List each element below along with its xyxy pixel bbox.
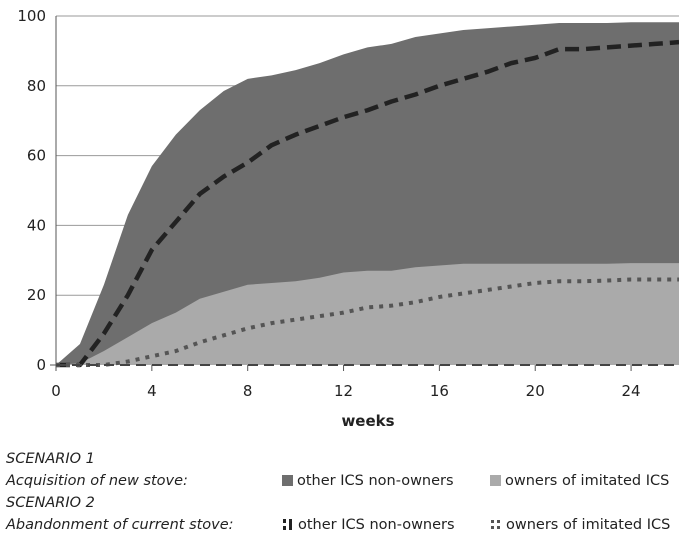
area-series-2: [56, 263, 679, 365]
line-series: [56, 39, 679, 368]
x-axis-label: weeks: [341, 412, 394, 430]
legend-label: other ICS non-owners: [297, 473, 454, 489]
x-tick-label: 8: [243, 382, 253, 400]
x-tick-label: 4: [147, 382, 157, 400]
y-tick-label: 20: [27, 286, 46, 304]
y-tick-label: 80: [27, 77, 46, 95]
scenario1-row: Acquisition of new stove: other ICS non-…: [6, 470, 679, 492]
x-tick-label: 20: [526, 382, 545, 400]
legend: SCENARIO 1 Acquisition of new stove: oth…: [6, 448, 679, 536]
light-gray-swatch-icon: [490, 475, 501, 486]
legend-label: owners of imitated ICS: [505, 473, 670, 489]
legend-item-scenario2-non-owners: other ICS non-owners: [282, 514, 455, 536]
area-chart: 0 20 40 60 80 100 0 4 8 12 16 20 24 weeks: [17, 7, 679, 430]
line-series-3: [56, 39, 679, 368]
scenario2-row: Abandonment of current stove: other ICS …: [6, 514, 679, 536]
legend-item-scenario2-owners: owners of imitated ICS: [490, 514, 670, 536]
legend-item-scenario1-owners: owners of imitated ICS: [490, 470, 669, 492]
legend-item-scenario1-non-owners: other ICS non-owners: [282, 470, 454, 492]
y-tick-label: 100: [17, 7, 46, 25]
y-tick-label: 40: [27, 216, 46, 234]
tick-labels: 0 20 40 60 80 100 0 4 8 12 16 20 24: [17, 7, 640, 400]
x-tick-label: 12: [334, 382, 353, 400]
x-tick-label: 16: [430, 382, 449, 400]
scenario2-label: Abandonment of current stove:: [6, 517, 234, 533]
scenario1-label: Acquisition of new stove:: [6, 473, 188, 489]
dark-gray-swatch-icon: [282, 475, 293, 486]
scenario1-title: SCENARIO 1: [6, 451, 95, 467]
y-tick-label: 0: [36, 356, 46, 374]
y-tick-label: 60: [27, 147, 46, 165]
dashed-line-swatch-icon: [283, 519, 292, 530]
legend-label: owners of imitated ICS: [506, 517, 671, 533]
scenario2-title: SCENARIO 2: [6, 495, 95, 511]
dotted-line-swatch-icon: [491, 520, 500, 529]
x-tick-label: 24: [622, 382, 641, 400]
axes: [50, 16, 679, 371]
legend-label: other ICS non-owners: [298, 517, 455, 533]
x-tick-label: 0: [51, 382, 61, 400]
area-series: [56, 22, 679, 366]
